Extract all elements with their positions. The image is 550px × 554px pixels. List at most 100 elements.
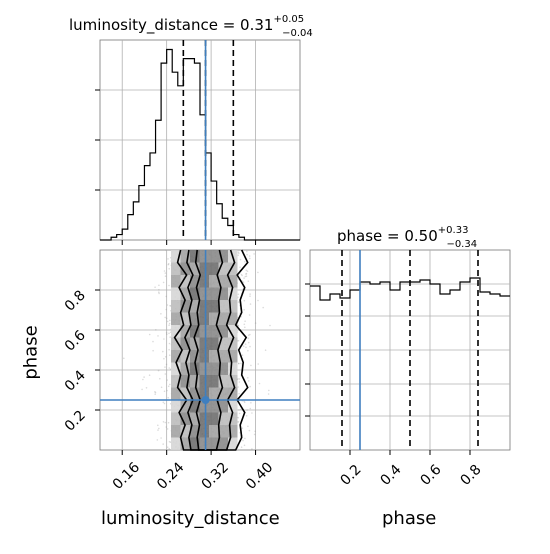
density-cell	[228, 437, 238, 450]
density-cell	[180, 337, 190, 350]
density-cell	[209, 312, 219, 325]
scatter-point	[238, 378, 241, 380]
density-cell	[199, 387, 209, 400]
density-cell	[209, 250, 219, 263]
density-cell	[199, 375, 209, 388]
density-cell	[171, 250, 181, 263]
density-cell	[209, 400, 219, 413]
density-cell	[171, 400, 181, 413]
density-cell	[171, 287, 181, 300]
x-axis-label-phase: phase	[382, 508, 437, 529]
scatter-point	[162, 281, 165, 284]
density-cell	[180, 250, 190, 263]
density-cell	[228, 275, 238, 288]
scatter-point	[162, 401, 165, 404]
density-cell	[190, 362, 200, 375]
scatter-point	[248, 255, 251, 257]
density-cell	[218, 337, 228, 350]
density-cell	[180, 362, 190, 375]
scatter-point	[251, 448, 253, 450]
scatter-point	[245, 269, 248, 272]
scatter-point	[237, 386, 239, 388]
scatter-point	[168, 324, 170, 327]
scatter-point	[169, 319, 171, 322]
scatter-point	[168, 367, 170, 369]
scatter-point	[243, 323, 246, 326]
density-cell	[218, 412, 228, 425]
density-cell	[199, 337, 209, 350]
scatter-point	[155, 329, 157, 331]
scatter-point	[269, 324, 271, 327]
density-cell	[171, 387, 181, 400]
density-cell	[171, 362, 181, 375]
scatter-point	[158, 292, 160, 295]
density-cell	[209, 300, 219, 313]
scatter-point	[168, 322, 171, 325]
scatter-point	[243, 309, 245, 311]
density-cell	[218, 312, 228, 325]
density-cell	[218, 262, 228, 275]
scatter-point	[165, 317, 168, 320]
scatter-point	[247, 425, 249, 428]
scatter-point	[239, 258, 242, 261]
scatter-point	[167, 263, 170, 266]
density-cell	[218, 275, 228, 288]
scatter-point	[253, 433, 256, 436]
scatter-point	[238, 362, 240, 365]
scatter-point	[244, 275, 247, 278]
scatter-point	[244, 326, 246, 329]
density-cell	[228, 262, 238, 275]
density-cell	[180, 300, 190, 313]
density-cell	[171, 425, 181, 438]
density-cell	[228, 337, 238, 350]
density-cell	[190, 387, 200, 400]
scatter-point	[162, 350, 164, 353]
density-cell	[218, 437, 228, 450]
scatter-point	[162, 443, 164, 445]
density-cell	[171, 375, 181, 388]
density-cell	[190, 400, 200, 413]
scatter-point	[249, 303, 252, 305]
density-cell	[199, 262, 209, 275]
scatter-point	[245, 275, 248, 278]
x-tick-label: 0.32	[199, 459, 232, 492]
density-cell	[190, 375, 200, 388]
scatter-point	[248, 429, 251, 432]
scatter-point	[163, 357, 165, 360]
density-cell	[199, 312, 209, 325]
scatter-point	[248, 334, 250, 337]
scatter-point	[243, 277, 245, 279]
scatter-point	[247, 341, 250, 344]
density-cell	[171, 300, 181, 313]
scatter-point	[160, 313, 162, 315]
scatter-point	[160, 386, 163, 389]
x-tick-label: 0.24	[154, 459, 187, 492]
scatter-point	[247, 377, 249, 379]
density-cell	[228, 300, 238, 313]
scatter-point	[148, 374, 151, 377]
scatter-point	[166, 320, 169, 323]
scatter-point	[243, 400, 245, 403]
scatter-point	[159, 377, 161, 380]
x-tick-label: 0.8	[458, 462, 485, 489]
scatter-point	[262, 306, 265, 309]
scatter-point	[238, 392, 240, 395]
scatter-point	[241, 274, 243, 277]
density-cell	[190, 262, 200, 275]
density-cell	[171, 262, 181, 275]
y-tick-label: 0.8	[62, 288, 89, 315]
scatter-point	[158, 289, 160, 291]
scatter-point	[249, 345, 251, 348]
scatter-point	[247, 280, 250, 283]
density-cell	[180, 350, 190, 363]
scatter-point	[164, 316, 166, 319]
scatter-point	[249, 257, 251, 260]
density-cell	[218, 387, 228, 400]
density-cell	[228, 400, 238, 413]
scatter-point	[158, 427, 160, 430]
scatter-point	[168, 284, 170, 287]
scatter-point	[165, 332, 168, 334]
density-cell	[209, 387, 219, 400]
scatter-point	[237, 339, 240, 342]
scatter-point	[165, 363, 168, 366]
